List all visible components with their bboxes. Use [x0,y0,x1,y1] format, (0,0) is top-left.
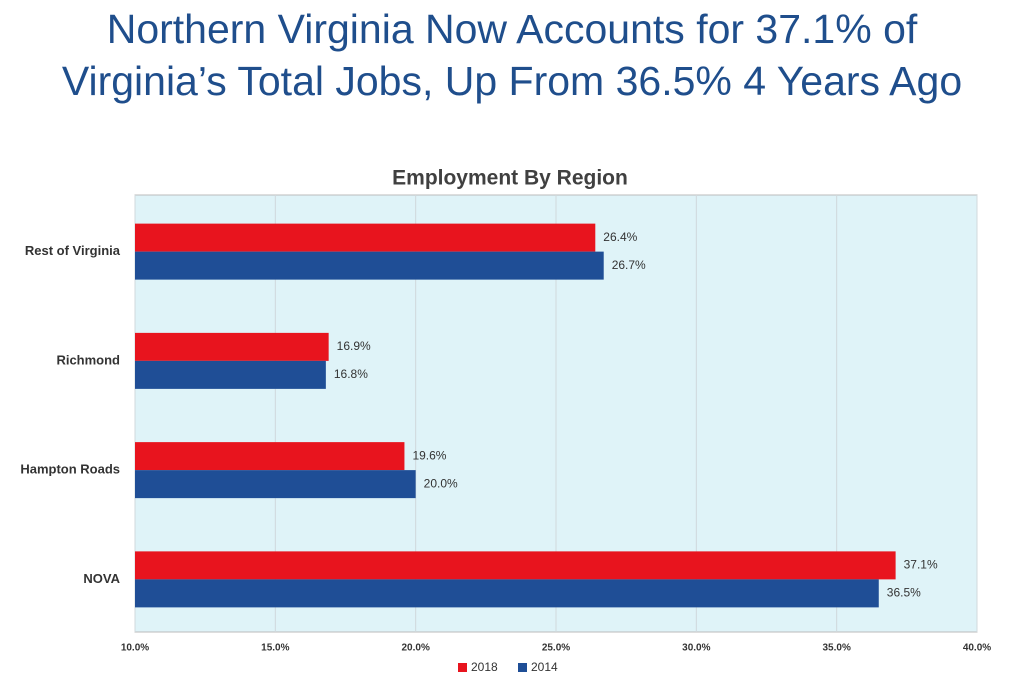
data-label: 19.6% [412,448,446,462]
x-tick-label: 40.0% [963,643,991,654]
bar [135,332,329,361]
page-title: Virginia’s Total Jobs, Up From 36.5% 4 Y… [62,58,962,104]
data-label: 16.8% [334,367,368,381]
bar [135,579,879,608]
x-tick-label: 10.0% [121,643,149,654]
data-label: 36.5% [887,586,921,600]
chart-title: Employment By Region [392,167,628,190]
data-label: 37.1% [904,558,938,572]
page-title: Northern Virginia Now Accounts for 37.1%… [107,6,918,52]
x-tick-label: 25.0% [542,643,570,654]
bar [135,551,896,580]
data-label: 20.0% [424,476,458,490]
y-tick-label: Hampton Roads [20,462,120,477]
legend-label: 2014 [531,660,558,674]
bar [135,223,596,252]
data-label: 16.9% [337,339,371,353]
x-tick-label: 15.0% [261,643,289,654]
data-label: 26.4% [603,230,637,244]
y-tick-label: NOVA [83,571,120,586]
x-tick-label: 35.0% [822,643,850,654]
bar [135,251,604,280]
legend-swatch [518,663,527,672]
bar [135,470,416,499]
legend-swatch [458,663,467,672]
y-tick-label: Richmond [56,352,120,367]
x-tick-label: 30.0% [682,643,710,654]
x-tick-label: 20.0% [401,643,429,654]
y-tick-label: Rest of Virginia [25,243,121,258]
data-label: 26.7% [612,258,646,272]
legend-label: 2018 [471,660,498,674]
bar [135,442,405,471]
bar [135,360,326,389]
